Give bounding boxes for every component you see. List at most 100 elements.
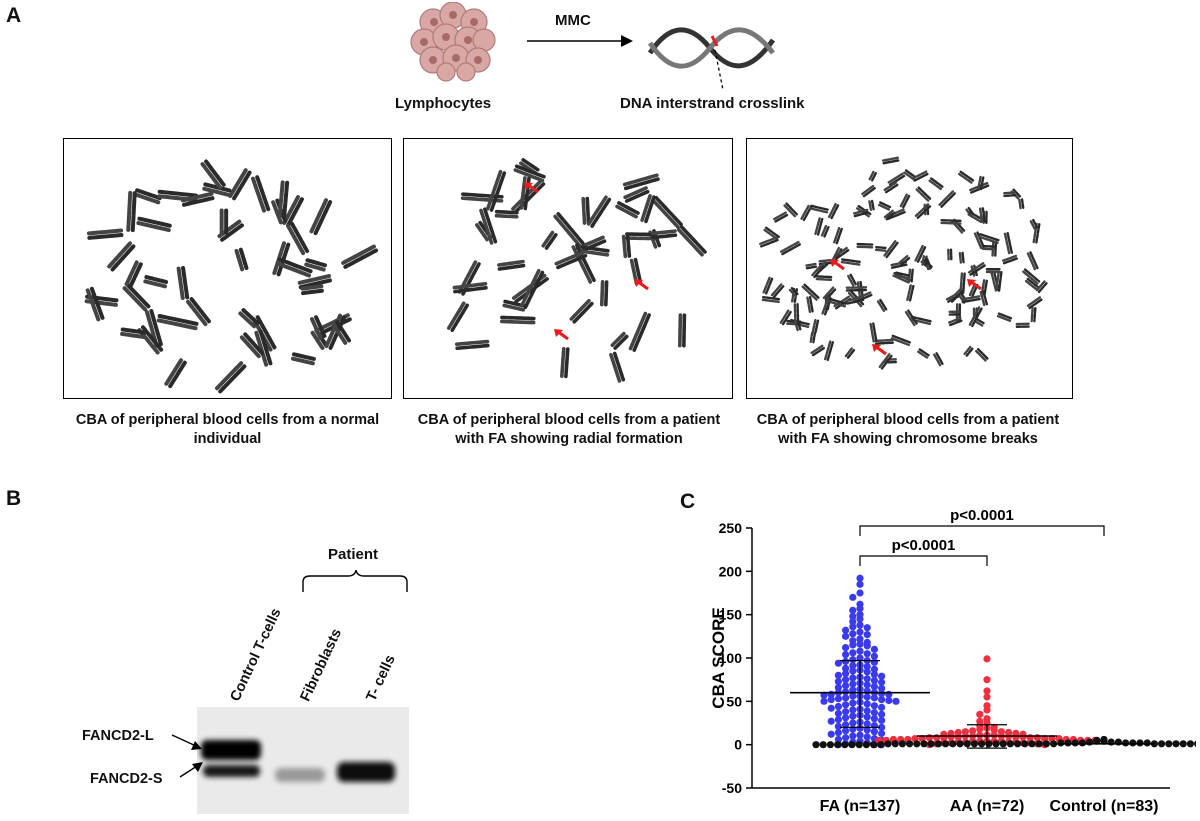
data-point <box>848 741 855 748</box>
chromosome <box>907 285 913 300</box>
patient-label: Patient <box>328 546 378 563</box>
data-point <box>899 740 906 747</box>
chromosome <box>934 353 943 366</box>
data-point <box>884 740 891 747</box>
chromosome <box>1017 324 1029 327</box>
data-point <box>842 727 849 734</box>
chromosome <box>892 336 910 345</box>
data-point <box>1072 739 1079 746</box>
chromosome <box>978 177 983 189</box>
data-point <box>964 740 971 747</box>
data-point <box>913 740 920 747</box>
chromosome <box>302 286 321 293</box>
micrograph-breaks <box>746 138 1073 399</box>
chromosome <box>1012 190 1020 198</box>
data-point <box>856 621 863 628</box>
chromosome <box>145 277 166 286</box>
y-axis-label: CBA SCORE <box>709 607 728 708</box>
chromosome <box>125 285 149 309</box>
data-point <box>1180 740 1187 747</box>
significance-bracket <box>860 556 987 566</box>
data-point <box>878 717 885 724</box>
data-point <box>835 695 842 702</box>
lymphocyte-cluster-icon <box>408 2 498 82</box>
chromosome <box>876 247 886 251</box>
lymphocytes-label: Lymphocytes <box>395 95 491 112</box>
chromosome <box>815 218 822 235</box>
p-value-label: p<0.0001 <box>950 507 1014 524</box>
chromosome <box>306 260 325 269</box>
chromosome <box>589 197 610 226</box>
data-point <box>849 630 856 637</box>
data-point <box>920 740 927 747</box>
data-point <box>842 658 849 665</box>
chromosome <box>253 177 268 210</box>
caption-radial: CBA of peripheral blood cells from a pat… <box>405 411 733 449</box>
chromosome <box>617 203 638 217</box>
chromosome <box>913 172 927 181</box>
band-arrow-icons <box>170 725 210 785</box>
chromosome <box>878 300 886 311</box>
chromosome <box>949 318 961 325</box>
chromosome <box>499 262 524 269</box>
data-point <box>834 741 841 748</box>
chromosome <box>680 315 685 346</box>
micrograph-radial <box>403 138 733 399</box>
caption-breaks: CBA of peripheral blood cells from a pat… <box>748 411 1068 449</box>
chromosome <box>343 247 376 267</box>
y-tick-label: -50 <box>722 780 742 796</box>
chromosome <box>159 316 197 328</box>
data-point <box>871 659 878 666</box>
data-point <box>978 740 985 747</box>
chromosome <box>278 259 310 275</box>
y-tick-label: 0 <box>734 737 742 753</box>
data-point <box>983 676 990 683</box>
chromosome <box>127 262 141 286</box>
chromosome <box>987 269 1000 272</box>
data-point <box>835 703 842 710</box>
data-point <box>856 741 863 748</box>
data-point <box>871 694 878 701</box>
data-point <box>842 701 849 708</box>
chromosome <box>846 349 854 358</box>
chromosome <box>1026 279 1037 289</box>
data-point <box>864 713 871 720</box>
data-point <box>849 641 856 648</box>
data-point <box>871 715 878 722</box>
data-point <box>906 740 913 747</box>
data-point <box>892 698 899 705</box>
data-point <box>1129 739 1136 746</box>
chromosome <box>918 349 928 357</box>
chromosome <box>543 233 556 249</box>
data-point <box>849 712 856 719</box>
chromosome <box>807 264 816 268</box>
chromosome <box>829 204 838 218</box>
data-point <box>828 718 835 725</box>
lane-label-tcells: T- cells <box>363 653 398 704</box>
micrograph-normal <box>63 138 392 399</box>
chromosome <box>772 284 783 296</box>
chromosome <box>930 179 943 189</box>
band-label-fancd2-l: FANCD2-L <box>82 728 154 744</box>
chromosome <box>802 206 811 220</box>
chromosome <box>488 172 505 210</box>
data-point <box>871 646 878 653</box>
data-point <box>1057 739 1064 746</box>
chromosome <box>807 297 812 312</box>
data-point <box>856 589 863 596</box>
data-point <box>842 694 849 701</box>
y-tick-label: 200 <box>719 563 743 579</box>
data-point <box>1021 740 1028 747</box>
data-point <box>849 594 856 601</box>
data-point <box>849 649 856 656</box>
chromosome <box>457 342 488 349</box>
data-point <box>849 667 856 674</box>
data-point <box>976 711 983 718</box>
caption-normal: CBA of peripheral blood cells from a nor… <box>70 411 385 449</box>
data-point <box>956 740 963 747</box>
chromosome <box>555 214 583 246</box>
data-point <box>877 741 884 748</box>
chromosome <box>122 329 145 337</box>
data-point <box>828 696 835 703</box>
lane-label-control-tcells: Control T-cells <box>227 606 284 704</box>
